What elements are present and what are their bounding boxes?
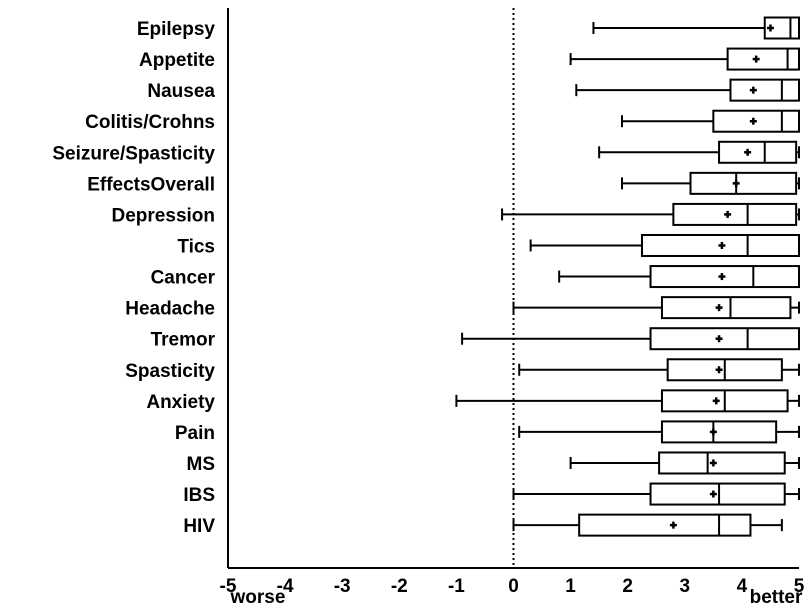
- category-label: Cancer: [151, 268, 216, 289]
- box-plot: [620, 171, 800, 195]
- category-label: Pain: [175, 423, 215, 444]
- x-tick-label: 3: [680, 576, 691, 597]
- axes: [227, 8, 799, 569]
- category-labels: Epilepsy Appetite Nausea Colitis/Crohns Seiz…: [52, 19, 215, 537]
- category-label: MS: [187, 454, 216, 475]
- box-plot: [558, 265, 800, 289]
- box-iqr: [660, 296, 792, 320]
- box-plot: [518, 358, 800, 382]
- box-iqr: [726, 47, 800, 71]
- box-plot: [455, 389, 800, 413]
- box-plot: [512, 482, 800, 506]
- category-label: HIV: [183, 516, 215, 537]
- box-series: [455, 16, 800, 537]
- box-plot: [512, 513, 783, 537]
- box-iqr: [718, 140, 798, 164]
- box-plot: [575, 78, 800, 102]
- axis-label-worse: worse: [230, 587, 286, 608]
- box-iqr: [729, 78, 800, 102]
- category-label: IBS: [183, 485, 215, 506]
- category-label: Seizure/Spasticity: [52, 143, 215, 164]
- category-label: EffectsOverall: [87, 174, 215, 195]
- category-label: Colitis/Crohns: [85, 112, 215, 133]
- category-label: Epilepsy: [137, 19, 216, 40]
- category-label: Headache: [125, 299, 215, 320]
- x-tick-label: 0: [508, 576, 519, 597]
- category-label: Tics: [177, 236, 215, 257]
- box-plot: [501, 202, 800, 226]
- x-tick-labels: -5 -4 -3 -2 -1 0 1 2 3 4 5: [220, 576, 805, 597]
- x-tick-label: -4: [277, 576, 294, 597]
- category-label: Appetite: [139, 50, 215, 71]
- box-plot: [529, 233, 800, 257]
- category-label: Anxiety: [146, 392, 215, 413]
- category-label: Spasticity: [125, 361, 215, 382]
- x-tick-label: 2: [622, 576, 633, 597]
- box-iqr: [658, 451, 786, 475]
- box-plot: [569, 451, 800, 475]
- category-label: Nausea: [147, 81, 215, 102]
- x-tick-label: 1: [565, 576, 576, 597]
- x-tick-label: -1: [448, 576, 465, 597]
- box-plot: [592, 16, 800, 40]
- x-tick-label: 4: [737, 576, 748, 597]
- box-plot: [461, 327, 800, 351]
- x-tick-label: 5: [794, 576, 805, 597]
- category-label: Tremor: [151, 330, 216, 351]
- box-iqr: [672, 202, 798, 226]
- box-iqr: [649, 482, 786, 506]
- category-label: Depression: [112, 205, 215, 226]
- axis-label-better: better: [750, 587, 803, 608]
- box-plot: [512, 296, 800, 320]
- box-iqr: [578, 513, 752, 537]
- box-plot: [620, 109, 800, 133]
- x-tick-label: -2: [391, 576, 408, 597]
- box-plot: [598, 140, 800, 164]
- box-iqr: [660, 420, 778, 444]
- x-tick-label: -5: [220, 576, 237, 597]
- x-tick-label: -3: [334, 576, 351, 597]
- box-plot: [518, 420, 800, 444]
- box-plot: [569, 47, 800, 71]
- box-iqr: [689, 171, 798, 195]
- box-iqr: [649, 327, 800, 351]
